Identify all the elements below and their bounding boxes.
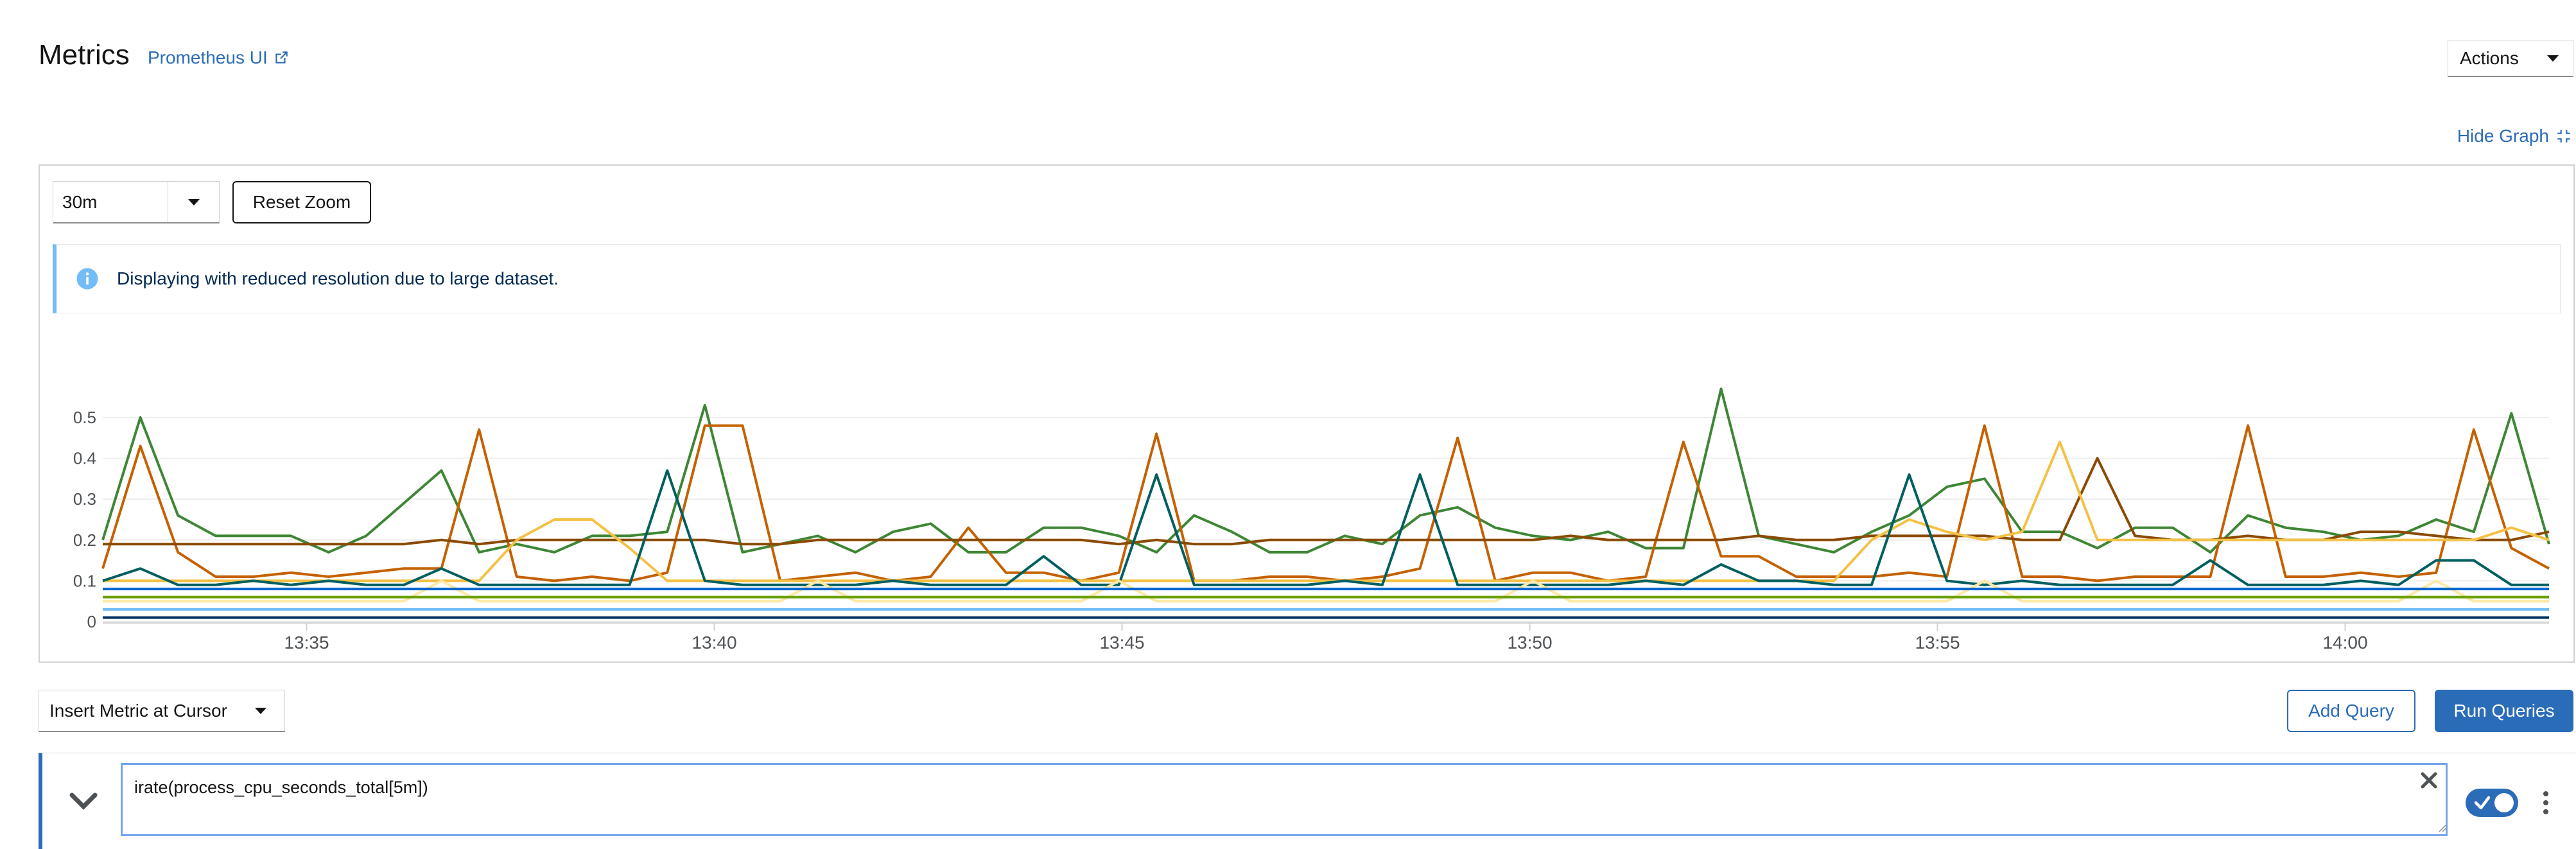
hide-graph-label: Hide Graph [2457,126,2549,146]
compress-icon [2557,130,2570,143]
y-tick-label: 0.3 [73,489,96,509]
y-tick-label: 0.4 [73,449,96,468]
info-circle-icon [76,268,98,290]
y-tick-label: 0.5 [73,408,96,427]
time-span-select[interactable] [53,181,220,223]
time-span-input[interactable] [53,182,168,222]
prometheus-ui-link-label: Prometheus UI [148,48,268,67]
reset-zoom-button[interactable]: Reset Zoom [232,181,371,223]
series-line-6 [103,579,2549,603]
caret-down-icon [2547,55,2559,62]
caret-down-icon [187,198,200,206]
series-line-4 [103,441,2550,582]
x-tick-label: 13:40 [692,633,736,652]
chevron-down-icon[interactable] [69,791,98,812]
external-link-icon [275,51,288,64]
insert-metric-label: Insert Metric at Cursor [49,700,227,721]
x-tick-label: 14:00 [2322,633,2367,652]
series-line-2 [101,424,2550,582]
x-tick-label: 13:45 [1099,633,1144,652]
alert-text: Displaying with reduced resolution due t… [117,268,559,288]
page-title: Metrics [39,39,130,71]
time-span-toggle[interactable] [168,182,219,222]
query-enabled-toggle[interactable] [2466,789,2518,817]
add-query-button[interactable]: Add Query [2287,690,2415,732]
insert-metric-dropdown[interactable]: Insert Metric at Cursor [39,690,285,732]
y-tick-label: 0.2 [73,530,96,550]
prometheus-ui-link[interactable]: Prometheus UI [148,45,290,71]
close-icon[interactable] [2419,771,2439,790]
kebab-menu-icon[interactable] [2543,790,2549,816]
actions-dropdown[interactable]: Actions [2448,40,2573,77]
hide-graph-button[interactable]: Hide Graph [2457,126,2572,146]
actions-dropdown-label: Actions [2460,48,2519,68]
metrics-chart[interactable]: 0 0.1 0.2 0.3 0.4 0.5 13:35 13:40 13:45 13:50 13:5… [39,347,2575,661]
run-queries-button[interactable]: Run Queries [2435,690,2573,732]
x-tick-label: 13:35 [284,633,329,652]
query-expression-input[interactable]: irate(process_cpu_seconds_total[5m]) [121,763,2448,836]
resize-handle-icon[interactable] [2437,823,2446,832]
series-line-5 [102,469,2549,586]
check-icon [2474,793,2514,812]
reduced-resolution-alert: Displaying with reduced resolution due t… [53,244,2561,313]
series-line-1 [101,387,2550,554]
series-line-3 [103,457,2550,546]
y-tick-label: 0 [87,612,96,631]
x-tick-label: 13:50 [1507,633,1552,652]
y-tick-label: 0.1 [73,571,96,590]
x-tick-label: 13:55 [1915,633,1960,652]
caret-down-icon [255,707,266,714]
